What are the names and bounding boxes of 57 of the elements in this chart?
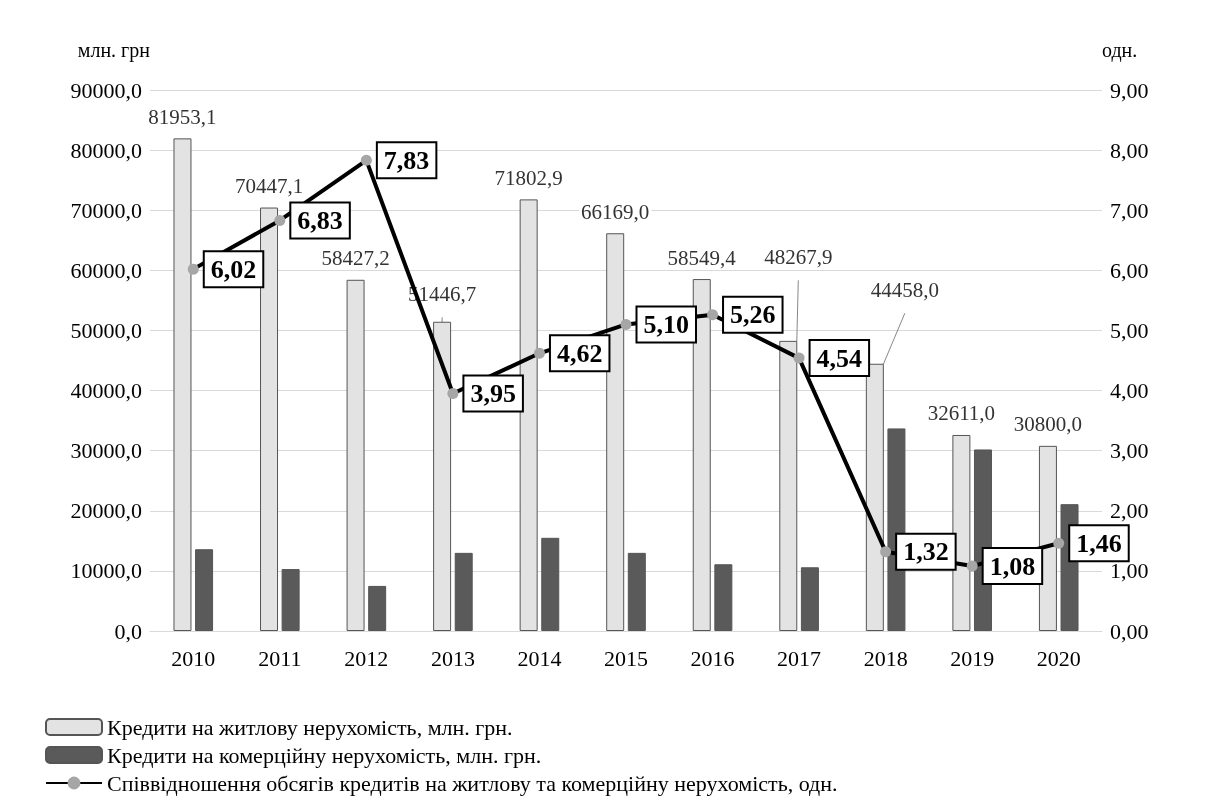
x-tick-label: 2019 [950, 645, 995, 671]
data-label: 4,54 [816, 343, 863, 373]
x-tick-label: 2013 [430, 645, 475, 671]
x-tick-label: 2017 [777, 645, 822, 671]
data-label: 4,62 [556, 338, 603, 368]
data-label: 32611,0 [927, 401, 996, 426]
y-tick-label: 20000,0 [70, 498, 142, 524]
y-tick-label: 50000,0 [70, 317, 142, 343]
data-label: 6,02 [210, 254, 257, 284]
y2-tick-label: 4,00 [1110, 378, 1149, 404]
y2-tick-label: 8,00 [1110, 137, 1149, 163]
data-label: 3,95 [470, 379, 516, 409]
data-label: 71802,9 [494, 165, 563, 190]
x-tick-label: 2011 [258, 645, 302, 671]
y-tick-label: 0,0 [114, 618, 142, 644]
data-label: 5,26 [730, 300, 776, 330]
y2-tick-label: 6,00 [1110, 257, 1149, 283]
y-tick-label: 70000,0 [70, 197, 142, 223]
legend-label: Кредити на житлову нерухомість, млн. грн. [107, 714, 513, 740]
y2-tick-label: 1,00 [1110, 558, 1149, 584]
data-label: 7,83 [383, 145, 430, 175]
x-tick-label: 2010 [171, 645, 216, 671]
y2-tick-label: 9,00 [1110, 77, 1149, 103]
y-tick-label: 90000,0 [70, 77, 142, 103]
y2-tick-label: 5,00 [1110, 317, 1149, 343]
y-tick-label: 80000,0 [70, 137, 142, 163]
legend-label: Кредити на комерційну нерухомість, млн. грн. [107, 742, 542, 768]
x-tick-label: 2015 [604, 645, 648, 671]
data-label: 81953,1 [148, 104, 217, 129]
data-label: 48267,9 [764, 245, 833, 270]
data-label: 6,83 [297, 205, 343, 235]
y-tick-label: 30000,0 [70, 438, 142, 464]
data-label: 66169,0 [581, 199, 650, 224]
x-tick-label: 2018 [863, 645, 908, 671]
data-label: 1,08 [989, 551, 1036, 581]
y2-tick-label: 2,00 [1110, 498, 1149, 524]
data-label: 58549,4 [667, 245, 737, 270]
data-label: 1,32 [903, 537, 949, 567]
data-label: 58427,2 [321, 246, 390, 271]
y2-tick-label: 7,00 [1110, 197, 1149, 223]
y-tick-label: 40000,0 [70, 378, 142, 404]
y-tick-label: 60000,0 [70, 257, 142, 283]
y2-tick-label: 3,00 [1110, 438, 1149, 464]
legend-label: Співвідношення обсягів кредитів на житлову та комерційну нерухомість, одн. [107, 770, 838, 796]
y2-axis-title: одн. [1102, 39, 1138, 62]
data-label: 30800,0 [1013, 412, 1083, 437]
data-label: 1,46 [1076, 528, 1122, 558]
x-tick-label: 2012 [344, 645, 389, 671]
y-axis-title: млн. грн [77, 39, 151, 62]
x-tick-label: 2016 [690, 645, 735, 671]
y-tick-label: 10000,0 [70, 558, 142, 584]
y2-tick-label: 0,00 [1110, 618, 1149, 644]
data-label: 44458,0 [870, 278, 939, 303]
x-tick-label: 2020 [1036, 645, 1081, 671]
data-label: 5,10 [643, 309, 689, 339]
data-label: 70447,1 [234, 174, 304, 199]
x-tick-label: 2014 [517, 645, 562, 671]
